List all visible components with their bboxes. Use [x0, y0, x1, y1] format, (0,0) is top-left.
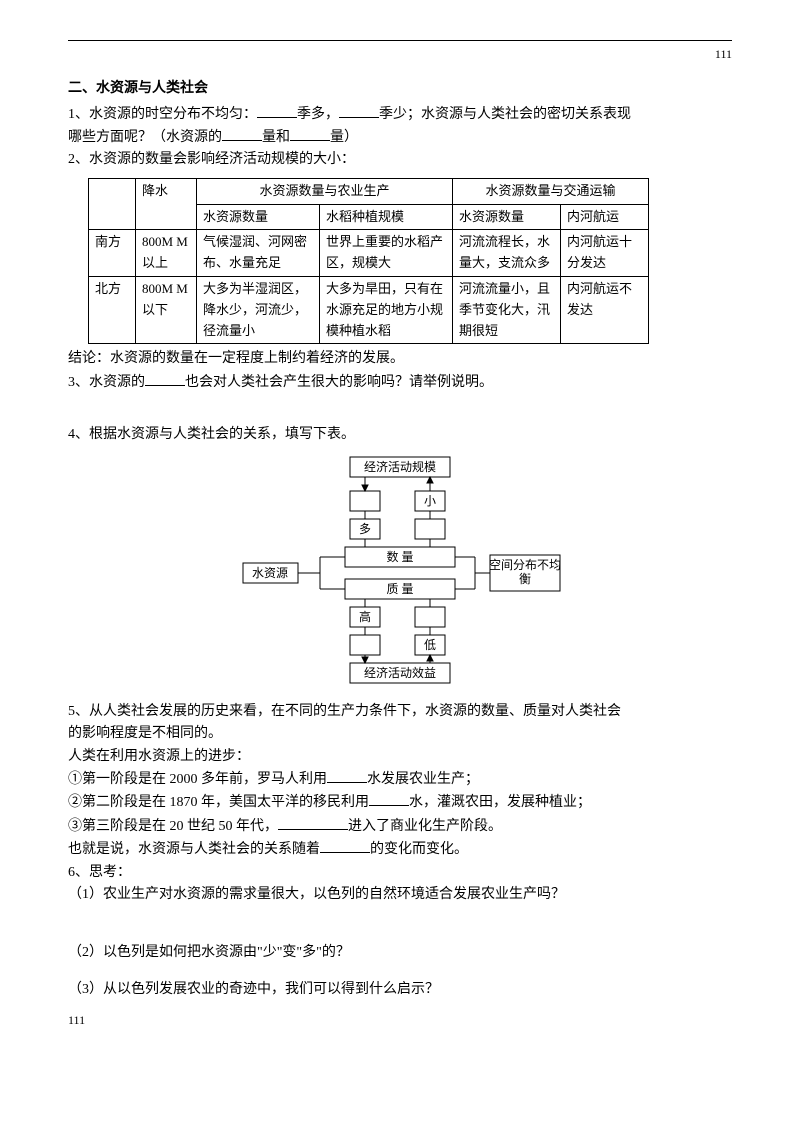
diagram-label: 水资源 — [252, 566, 288, 580]
question-6-part1: （1）农业生产对水资源的需求量很大，以色列的自然环境适合发展农业生产吗？ — [68, 884, 732, 906]
q1-text: 哪些方面呢？（水资源的 — [68, 130, 222, 145]
q5-text: ②第二阶段是在 1870 年，美国太平洋的移民利用 — [68, 795, 369, 810]
question-5-summary: 也就是说，水资源与人类社会的关系随着 的变化而变化。 — [68, 838, 732, 861]
diagram-label: 低 — [424, 638, 436, 652]
blank[interactable] — [320, 838, 370, 853]
table-cell: 北方 — [89, 276, 136, 343]
diagram-label: 高 — [359, 609, 371, 624]
question-5-line1: 5、从人类社会发展的历史来看，在不同的生产力条件下，水资源的数量、质量对人类社会 — [68, 701, 732, 723]
page-number-bottom: 111 — [68, 1011, 732, 1030]
relationship-diagram: 经济活动规模 小 多 数 量 水资源 质 量 空间分布 — [68, 455, 732, 693]
blank[interactable] — [290, 126, 330, 141]
table-cell: 降水 — [136, 178, 197, 230]
q5-text: 也就是说，水资源与人类社会的关系随着 — [68, 842, 320, 857]
q5-text: 水，灌溉农田，发展种植业； — [409, 795, 591, 810]
diagram-label: 数 量 — [386, 549, 413, 564]
question-1: 1、水资源的时空分布不均匀： 季多， 季少；水资源与人类社会的密切关系表现 — [68, 103, 732, 126]
diagram-label: 经济活动规模 — [364, 459, 436, 474]
q1-text: 量） — [330, 130, 358, 145]
question-3: 3、水资源的 也会对人类社会产生很大的影响吗？请举例说明。 — [68, 371, 732, 394]
q1-text: 1、水资源的时空分布不均匀： — [68, 107, 257, 122]
blank[interactable] — [369, 791, 409, 806]
question-5-line2: 的影响程度是不相同的。 — [68, 723, 732, 745]
spacer — [68, 965, 732, 979]
blank[interactable] — [327, 768, 367, 783]
table-cell: 河流流程长，水量大，支流众多 — [453, 230, 561, 277]
blank[interactable] — [145, 371, 185, 386]
diagram-label: 经济活动效益 — [364, 665, 436, 680]
question-5-line3: 人类在利用水资源上的进步： — [68, 746, 732, 768]
question-4: 4、根据水资源与人类社会的关系，填写下表。 — [68, 424, 732, 446]
table-cell: 内河航运不发达 — [561, 276, 649, 343]
table-cell — [89, 178, 136, 230]
table-cell: 水资源数量 — [453, 204, 561, 230]
table-cell: 水资源数量与交通运输 — [453, 178, 649, 204]
question-6-part3: （3）从以色列发展农业的奇迹中，我们可以得到什么启示？ — [68, 979, 732, 1001]
blank[interactable] — [222, 126, 262, 141]
q1-text: 季多， — [297, 107, 339, 122]
table-cell: 大多为半湿润区，降水少，河流少，径流量小 — [197, 276, 320, 343]
diagram-label: 小 — [424, 494, 436, 508]
table-cell: 河流流量小，且季节变化大，汛期很短 — [453, 276, 561, 343]
svg-text:衡: 衡 — [519, 572, 531, 586]
question-6-part2: （2）以色列是如何把水资源由"少"变"多"的？ — [68, 942, 732, 964]
question-5-stage2: ②第二阶段是在 1870 年，美国太平洋的移民利用 水，灌溉农田，发展种植业； — [68, 791, 732, 814]
table-row: 北方 800M M以下 大多为半湿润区，降水少，河流少，径流量小 大多为旱田，只… — [89, 276, 649, 343]
blank[interactable] — [278, 815, 348, 830]
table-cell: 内河航运 — [561, 204, 649, 230]
q1-text: 季少；水资源与人类社会的密切关系表现 — [379, 107, 631, 122]
table-row: 降水 水资源数量与农业生产 水资源数量与交通运输 — [89, 178, 649, 204]
diagram-svg: 经济活动规模 小 多 数 量 水资源 质 量 空间分布 — [235, 455, 565, 685]
q3-text: 3、水资源的 — [68, 375, 145, 390]
q5-text: 的变化而变化。 — [370, 842, 468, 857]
table-cell: 气候湿润、河网密布、水量充足 — [197, 230, 320, 277]
q1-text: 量和 — [262, 130, 290, 145]
table-cell: 800M M以上 — [136, 230, 197, 277]
table-cell: 水稻种植规模 — [320, 204, 453, 230]
q3-text: 也会对人类社会产生很大的影响吗？请举例说明。 — [185, 375, 493, 390]
q5-text: 水发展农业生产； — [367, 772, 479, 787]
blank[interactable] — [257, 103, 297, 118]
question-6-title: 6、思考： — [68, 862, 732, 884]
conclusion-text: 结论：水资源的数量在一定程度上制约着经济的发展。 — [68, 348, 732, 370]
question-2: 2、水资源的数量会影响经济活动规模的大小： — [68, 149, 732, 171]
section-title: 二、水资源与人类社会 — [68, 78, 732, 100]
question-1-line2: 哪些方面呢？（水资源的 量和 量） — [68, 126, 732, 149]
q5-text: 进入了商业化生产阶段。 — [348, 819, 502, 834]
q5-text: ③第三阶段是在 20 世纪 50 年代， — [68, 819, 278, 834]
spacer — [68, 394, 732, 424]
comparison-table: 降水 水资源数量与农业生产 水资源数量与交通运输 水资源数量 水稻种植规模 水资… — [88, 178, 649, 345]
blank[interactable] — [339, 103, 379, 118]
table-row: 南方 800M M以上 气候湿润、河网密布、水量充足 世界上重要的水稻产区，规模… — [89, 230, 649, 277]
diagram-label: 多 — [359, 522, 371, 536]
spacer — [68, 906, 732, 942]
table-cell: 南方 — [89, 230, 136, 277]
table-cell: 800M M以下 — [136, 276, 197, 343]
page-number-top: 111 — [68, 45, 732, 64]
table-cell: 大多为旱田，只有在水源充足的地方小规模种植水稻 — [320, 276, 453, 343]
table-cell: 水资源数量与农业生产 — [197, 178, 453, 204]
table-cell: 内河航运十分发达 — [561, 230, 649, 277]
q5-text: ①第一阶段是在 2000 多年前，罗马人利用 — [68, 772, 327, 787]
table-cell: 水资源数量 — [197, 204, 320, 230]
question-5-stage1: ①第一阶段是在 2000 多年前，罗马人利用 水发展农业生产； — [68, 768, 732, 791]
diagram-label: 质 量 — [386, 582, 413, 596]
svg-text:空间分布不均: 空间分布不均 — [489, 558, 561, 572]
table-cell: 世界上重要的水稻产区，规模大 — [320, 230, 453, 277]
question-5-stage3: ③第三阶段是在 20 世纪 50 年代， 进入了商业化生产阶段。 — [68, 815, 732, 838]
header-rule — [68, 40, 732, 41]
document-page: 111 二、水资源与人类社会 1、水资源的时空分布不均匀： 季多， 季少；水资源与人… — [0, 0, 800, 1070]
